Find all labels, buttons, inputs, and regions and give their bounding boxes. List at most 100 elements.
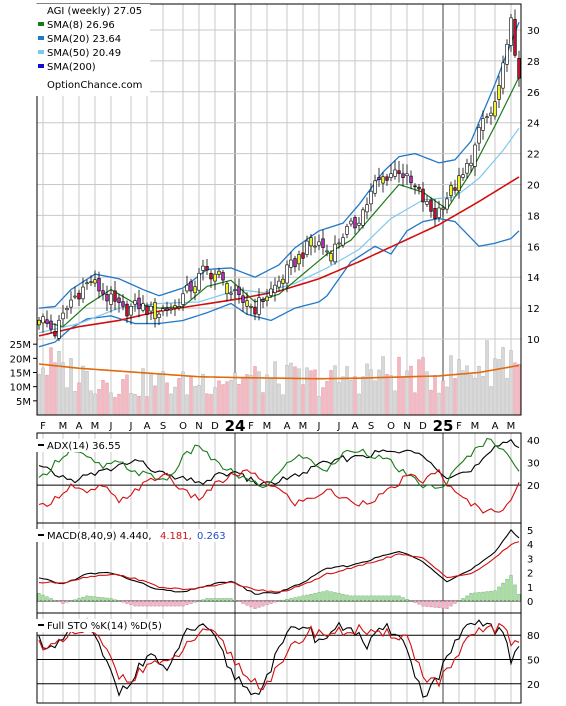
- candle-body: [449, 185, 453, 196]
- volume-bar: [433, 375, 437, 416]
- volume-bar: [297, 368, 301, 416]
- volume-bar: [401, 377, 405, 416]
- candle-body: [41, 316, 45, 324]
- candle-body: [425, 201, 429, 205]
- macd-histogram-bar: [357, 595, 361, 602]
- macd-histogram-bar: [277, 600, 281, 603]
- volume-bar: [85, 371, 89, 416]
- macd-histogram-bar: [105, 597, 109, 602]
- candle-body: [437, 207, 441, 218]
- candle-body: [221, 272, 225, 281]
- volume-bar: [217, 380, 221, 416]
- volume-bar: [201, 374, 205, 416]
- candle-body: [109, 293, 113, 305]
- volume-bar: [65, 387, 69, 416]
- volume-bar: [421, 357, 425, 416]
- macd-histogram-bar: [101, 597, 105, 602]
- price-tick-label: 24: [527, 119, 540, 130]
- candle-body: [289, 259, 293, 268]
- macd-histogram-bar: [117, 600, 121, 603]
- indicator-line-adx14: [38, 438, 520, 487]
- candle-body: [517, 58, 521, 79]
- macd-histogram-bar: [233, 599, 237, 602]
- candle-body: [249, 305, 253, 308]
- candle-body: [457, 175, 461, 191]
- volume-bar: [253, 366, 257, 416]
- macd-histogram-bar: [273, 600, 277, 603]
- candle-body: [281, 278, 285, 284]
- sma50-legend-swatch: [38, 50, 44, 54]
- candle-body: [37, 319, 41, 326]
- macd-histogram-bar: [489, 591, 493, 602]
- macd-histogram-bar: [197, 600, 201, 603]
- candle-body: [149, 305, 153, 312]
- volume-bar: [241, 376, 245, 416]
- volume-bar: [425, 371, 429, 416]
- macd-histogram-bar: [69, 600, 73, 603]
- macd-histogram-bar: [409, 600, 413, 603]
- candle-body: [445, 198, 449, 210]
- volume-bar: [293, 366, 297, 416]
- volume-bar: [309, 370, 313, 416]
- x-tick-label: A: [144, 421, 151, 432]
- volume-bar: [477, 365, 481, 416]
- macd-histogram-bar: [173, 600, 177, 607]
- macd-histogram-bar: [313, 593, 317, 602]
- volume-bar: [461, 370, 465, 416]
- volume-bar: [493, 358, 497, 416]
- volume-bar: [445, 386, 449, 416]
- candle-body: [469, 162, 473, 166]
- macd-histogram-bar: [241, 600, 245, 604]
- candle-body: [393, 169, 397, 177]
- candle-body: [477, 127, 481, 144]
- indicator-tick-label: 4: [527, 540, 533, 551]
- volume-bar: [409, 365, 413, 416]
- candle-body: [209, 272, 213, 280]
- volume-bar: [73, 391, 77, 416]
- candle-body: [357, 222, 361, 226]
- candle-body: [177, 306, 181, 308]
- x-tick-label: J: [129, 421, 133, 432]
- candle-body: [93, 279, 97, 284]
- x-tick-label: 25: [433, 417, 454, 435]
- candle-body: [405, 173, 409, 177]
- candle-body: [89, 281, 93, 283]
- candle-body: [361, 209, 365, 226]
- sma20-legend-swatch: [38, 36, 44, 40]
- candle-body: [153, 302, 157, 320]
- macd-histogram-bar: [417, 600, 421, 605]
- volume-bar: [397, 356, 401, 416]
- candle-body: [225, 283, 229, 295]
- grid: [33, 4, 521, 703]
- candle-body: [373, 180, 377, 194]
- macd-histogram-bar: [229, 598, 233, 602]
- sma8-legend-label: SMA(8) 26.96: [47, 20, 115, 31]
- macd-histogram-bar: [497, 586, 501, 602]
- price-tick-label: 12: [527, 304, 540, 315]
- volume-bar: [305, 367, 309, 416]
- candle-body: [245, 300, 249, 307]
- price-panel-frame: [36, 3, 522, 416]
- macd-histogram-bar: [297, 596, 301, 602]
- volume-bar: [165, 382, 169, 416]
- volume-bar: [93, 393, 97, 416]
- candle-body: [481, 118, 485, 131]
- macd-histogram-bar: [461, 598, 465, 602]
- candle-body: [49, 320, 53, 330]
- volume-bar: [457, 359, 461, 416]
- sma20-legend-label: SMA(20) 23.64: [47, 34, 121, 45]
- x-tick-label: D: [211, 421, 219, 432]
- macd-histogram-bar: [253, 600, 257, 609]
- volume-bar: [105, 382, 109, 416]
- macd-histogram-bar: [181, 600, 185, 607]
- indicator-line-k: [38, 618, 520, 698]
- candle-body: [101, 290, 105, 295]
- panel-frame: [36, 612, 522, 704]
- volume-bar: [97, 389, 101, 416]
- x-tick-label: A: [76, 421, 83, 432]
- candle-body: [265, 296, 269, 302]
- x-tick-label: A: [492, 421, 499, 432]
- price-tick-label: 18: [527, 211, 540, 222]
- candle-body: [121, 301, 125, 307]
- candle-body: [337, 242, 341, 245]
